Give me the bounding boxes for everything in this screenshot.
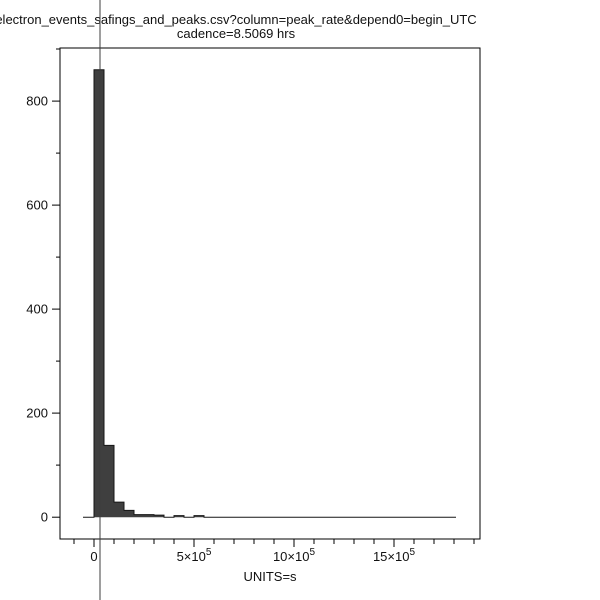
plot-subtitle: cadence=8.5069 hrs <box>176 26 296 41</box>
y-tick-label: 0 <box>41 510 48 525</box>
x-tick-label: 15×105 <box>373 547 416 564</box>
y-tick-label: 600 <box>26 198 48 213</box>
y-tick-label: 200 <box>26 406 48 421</box>
x-tick-label: 10×105 <box>273 547 316 564</box>
x-axis: 0 5×105 10×105 15×105 <box>73 539 475 564</box>
x-tick-label: 0 <box>90 549 97 564</box>
plot-title: electron_events_safings_and_peaks.csv?co… <box>0 12 477 27</box>
x-axis-label: UNITS=s <box>243 569 297 584</box>
y-tick-label: 800 <box>26 94 48 109</box>
plot-frame <box>59 47 481 540</box>
y-axis: 0 200 400 600 800 <box>26 48 60 525</box>
y-tick-label: 400 <box>26 302 48 317</box>
x-tick-label: 5×105 <box>177 547 212 564</box>
histogram-series <box>83 69 456 518</box>
